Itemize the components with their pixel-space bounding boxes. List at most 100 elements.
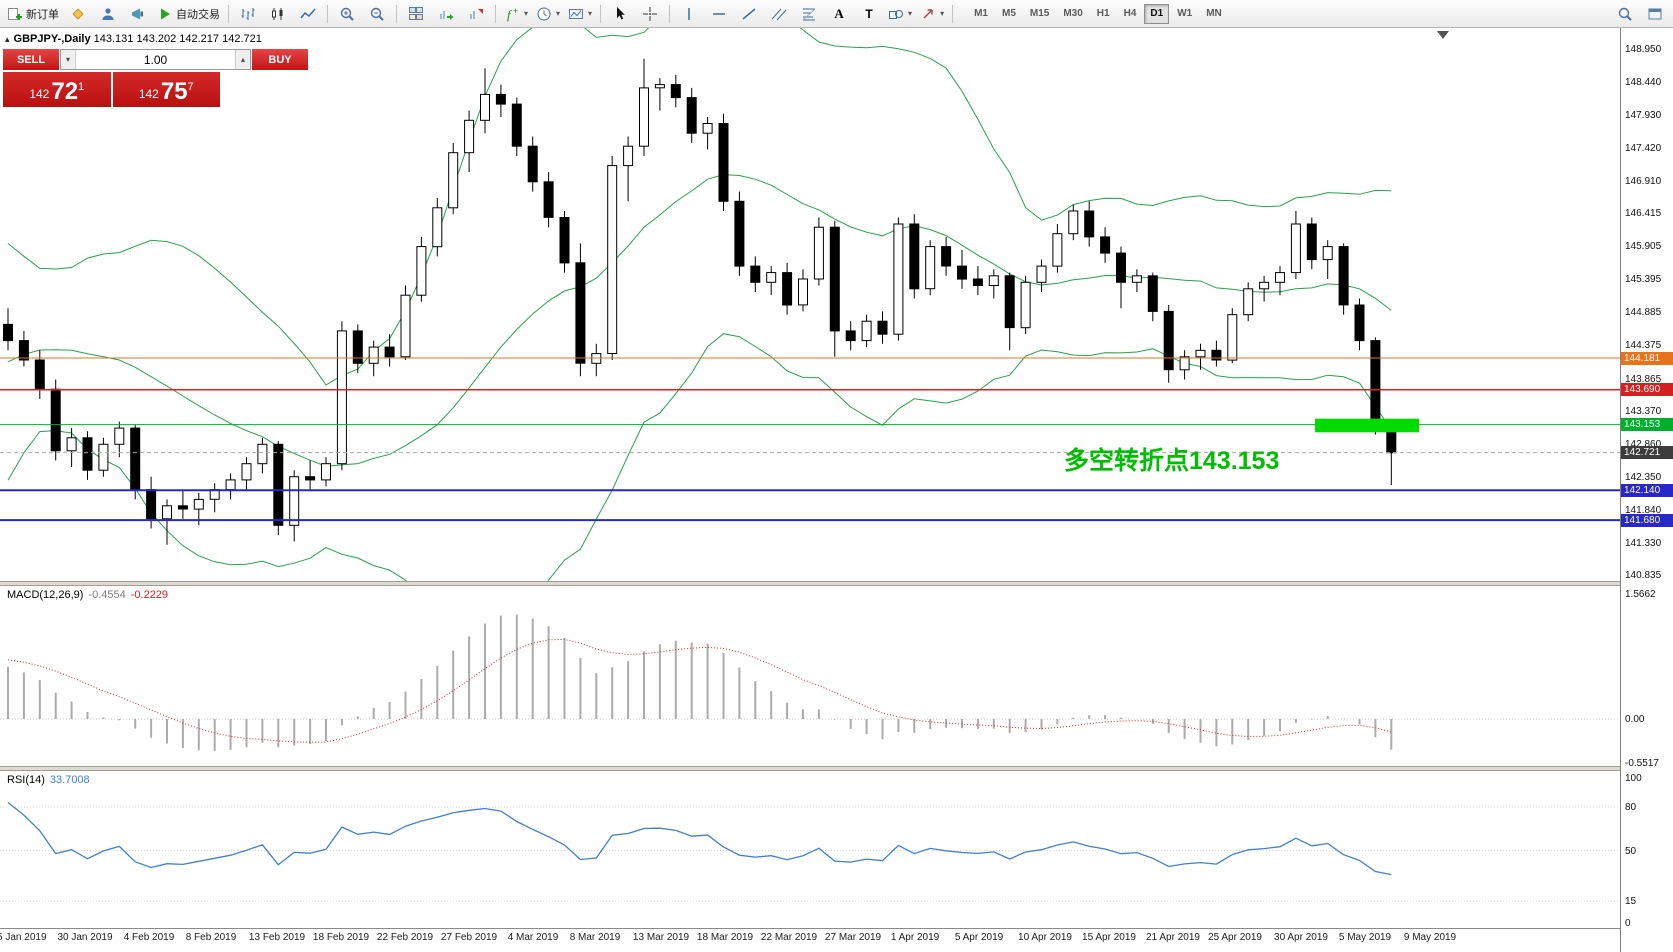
time-axis[interactable]: 25 Jan 2019 30 Jan 2019 4 Feb 2019 8 Feb 20… [0,930,1620,950]
date-label: 8 Feb 2019 [185,932,237,943]
timeframe-D1[interactable]: D1 [1144,3,1170,24]
indicators-button[interactable]: f + ▾ [500,2,532,26]
main-chart-canvas[interactable] [0,28,1620,581]
candle-body [1306,223,1317,261]
new-order-button[interactable]: 新订单 [3,2,63,26]
buy-price-display[interactable]: 142 75 7 [112,72,220,107]
toolbar-separator [495,4,496,23]
date-label: 15 Apr 2019 [1082,932,1136,943]
candle-body [146,489,157,520]
turning-point-highlight[interactable] [1315,418,1419,433]
chart-shift-button[interactable] [461,2,491,26]
macd-pane-canvas[interactable] [0,586,1620,766]
arrows-tool-button[interactable]: ▾ [916,2,948,26]
crosshair-icon [643,6,658,21]
candle-body [988,275,999,287]
timeframe-M15[interactable]: M15 [1029,7,1050,19]
search-icon [1618,7,1632,21]
timeframe-M1[interactable]: M1 [974,7,988,19]
scroll-to-end-icon[interactable] [1437,31,1449,39]
macd-scale-label: 0.00 [1625,714,1645,725]
candle-body [925,246,936,290]
candle-body [782,272,793,306]
date-label: 25 Apr 2019 [1208,932,1262,943]
rsi-pane-canvas[interactable] [0,771,1620,928]
price-scale-label: 142.860 [1625,439,1662,450]
price-tag: 144.181 [1621,352,1673,365]
diamond-button[interactable] [63,2,93,26]
candle-body [321,463,331,481]
date-label: 13 Feb 2019 [248,932,306,943]
sell-price-display[interactable]: 142 72 1 [3,72,111,107]
pane-separator-rsi[interactable] [0,766,1673,771]
text-tool-button[interactable]: A [824,2,854,26]
pane-separator-macd[interactable] [0,581,1673,586]
candle-body [1004,275,1015,329]
timeframe-H4[interactable]: H4 [1123,7,1137,19]
play-icon [161,8,170,19]
horizontal-line-tool-button[interactable] [704,2,734,26]
timeframe-H1[interactable]: H1 [1096,7,1110,19]
buy-button[interactable]: BUY [252,49,308,70]
tile-windows-button[interactable] [401,2,431,26]
line-chart-button[interactable] [293,2,323,26]
candle-body [861,320,872,342]
ask-point: 7 [187,81,194,93]
candle-body [432,207,443,248]
candle-body [1259,281,1270,290]
shapes-tool-button[interactable]: ▾ [884,2,916,26]
price-scale[interactable]: 148.950 148.440 147.930 147.420 146.910 146.4… [1620,28,1673,952]
timeframe-M30[interactable]: M30 [1063,7,1083,19]
cursor-button[interactable] [605,2,635,26]
zoom-in-button[interactable] [332,2,362,26]
candle-body [1036,265,1047,283]
timeframe-W1[interactable]: W1 [1177,7,1193,19]
timeframe-MN[interactable]: MN [1206,7,1222,19]
svg-text:+: + [513,6,518,16]
rsi-scale-label: 80 [1625,802,1637,813]
candle-body [82,437,93,471]
collapse-panel-icon[interactable]: ▴ [5,34,10,44]
turning-point-annotation[interactable]: 多空转折点143.153 [1064,447,1280,475]
candle-body [1020,281,1031,329]
candle-body [972,278,983,286]
fibonacci-icon [802,8,816,20]
volume-input[interactable] [76,50,235,69]
price-scale-label: 148.440 [1625,77,1662,88]
candlestick-chart-button[interactable] [263,2,293,26]
templates-button[interactable]: ▾ [564,2,596,26]
candle-body [352,330,363,364]
bar-chart-button[interactable] [233,2,263,26]
date-label: 21 Apr 2019 [1146,932,1200,943]
candle-body [18,340,29,361]
megaphone-button[interactable] [123,2,153,26]
crosshair-button[interactable] [635,2,665,26]
help-button[interactable] [1640,2,1670,26]
candle-body [114,427,125,445]
zoom-out-button[interactable] [362,2,392,26]
fibonacci-tool-button[interactable] [794,2,824,26]
auto-trading-button[interactable]: 自动交易 [153,2,224,26]
vertical-line-icon [688,7,690,20]
text-label-tool-button[interactable]: T [854,2,884,26]
clock-icon [537,7,551,20]
periods-button[interactable]: ▾ [532,2,564,26]
price-scale-label: 144.375 [1625,340,1662,351]
candle-body [1084,210,1095,238]
timeframe-M5[interactable]: M5 [1001,7,1016,19]
volume-decrease-button[interactable]: ▾ [61,50,76,69]
auto-scroll-button[interactable] [431,2,461,26]
new-order-label: 新订单 [26,8,59,21]
window-icon [1648,8,1662,19]
chevron-down-icon: ▾ [524,9,529,18]
symbol-period-label: GBPJPY-,Daily [13,33,91,45]
trendline-tool-button[interactable] [734,2,764,26]
chevron-down-icon: ▾ [940,9,945,18]
volume-increase-button[interactable]: ▴ [235,50,250,69]
template-chart-icon [569,8,584,19]
search-button[interactable] [1610,2,1640,26]
profile-button[interactable] [93,2,123,26]
vertical-line-tool-button[interactable] [674,2,704,26]
channel-tool-button[interactable] [764,2,794,26]
sell-button[interactable]: SELL [3,49,59,70]
